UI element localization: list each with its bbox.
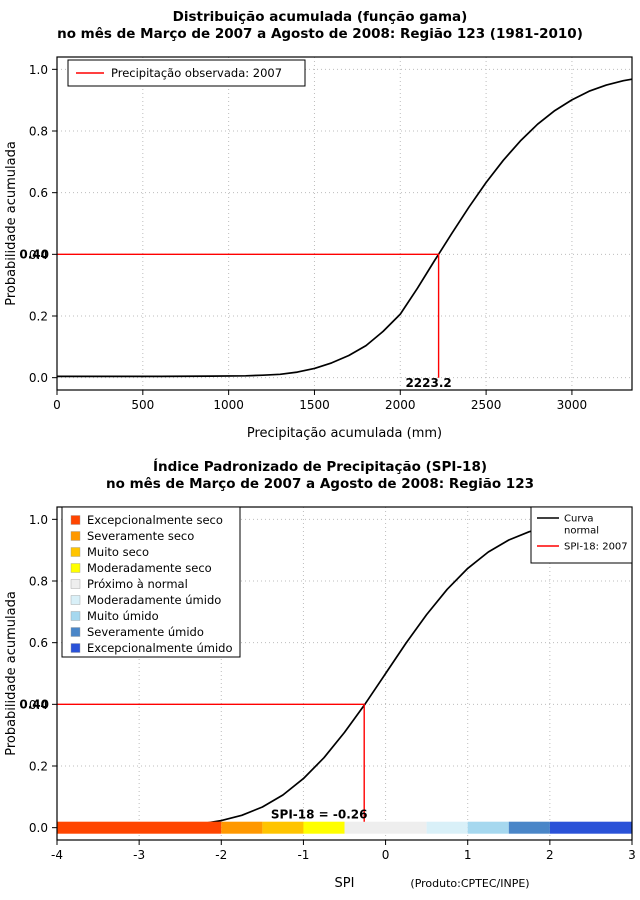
marker-probability-label: 0.40	[19, 247, 49, 261]
x-axis: -4 -3 -2 -1 0 1 2 3	[51, 840, 636, 862]
legend-label: SPI-18: 2007	[564, 542, 628, 553]
marker-spi-label: SPI-18 = -0.26	[271, 808, 368, 822]
colorbar-segment	[467, 821, 509, 834]
x-tick-label: 1000	[213, 398, 244, 412]
chart-title: Índice Padronizado de Precipitação (SPI-…	[0, 459, 640, 493]
spi-index-chart: Índice Padronizado de Precipitação (SPI-…	[0, 450, 640, 900]
legend-label: Excepcionalmente seco	[87, 513, 223, 527]
legend-label: Moderadamente seco	[87, 561, 212, 575]
y-tick-label: 0.8	[29, 125, 48, 139]
y-tick-label: 0.0	[29, 821, 48, 835]
observed-value-marker: 0.40 SPI-18 = -0.26	[19, 697, 368, 822]
x-tick-label: 0	[53, 398, 61, 412]
x-tick-label: 1	[464, 848, 472, 862]
legend-color-swatch	[70, 563, 81, 573]
y-axis: 0.0 0.2 0.4 0.6 0.8 1.0	[29, 513, 57, 835]
marker-precipitation-label: 2223.2	[405, 376, 451, 390]
colorbar-segment	[262, 821, 304, 834]
observed-value-marker: 0.40 2223.2	[19, 247, 451, 390]
gamma-distribution-plot: 0.40 2223.2 0 500 1000 1500 2000 2500 3000 0.0 0.2…	[4, 56, 633, 441]
x-tick-label: -1	[297, 848, 309, 862]
colorbar-segment	[549, 821, 632, 834]
legend-label: Moderadamente úmido	[87, 593, 221, 607]
spi-category-colorbar	[57, 821, 632, 834]
legend-spi-categories: Excepcionalmente seco Severamente seco Mui…	[61, 506, 241, 658]
x-tick-label: 2500	[471, 398, 502, 412]
y-tick-label: 0.2	[29, 760, 48, 774]
product-credit: (Produto:CPTEC/INPE)	[410, 877, 529, 890]
x-tick-label: 0	[382, 848, 390, 862]
y-tick-label: 1.0	[29, 63, 48, 77]
colorbar-segment	[344, 821, 427, 834]
y-tick-label: 0.8	[29, 575, 48, 589]
marker-lines	[57, 703, 365, 822]
colorbar-segment	[221, 821, 263, 834]
plot-border	[56, 506, 633, 841]
x-tick-label: -4	[51, 848, 63, 862]
legend-color-swatch	[70, 643, 81, 653]
legend-label: Curva	[564, 514, 593, 525]
y-axis-label: Probabilidade acumulada	[4, 591, 19, 756]
x-axis-label: Precipitação acumulada (mm)	[247, 426, 442, 441]
legend-color-swatch	[70, 627, 81, 637]
y-tick-label: 0.4	[29, 248, 48, 262]
legend-label: Severamente úmido	[87, 625, 204, 639]
legend-color-swatch	[70, 547, 81, 557]
x-tick-label: 3	[628, 848, 636, 862]
y-tick-label: 0.0	[29, 371, 48, 385]
legend-frame	[530, 506, 633, 564]
legend-label: Muito seco	[87, 545, 149, 559]
x-tick-label: 500	[131, 398, 154, 412]
legend-frame	[67, 59, 306, 87]
x-tick-label: 2000	[385, 398, 416, 412]
chart-title-line1: Índice Padronizado de Precipitação (SPI-…	[152, 459, 488, 475]
x-tick-label: 1500	[299, 398, 330, 412]
x-tick-label: 3000	[557, 398, 588, 412]
x-axis: 0 500 1000 1500 2000 2500 3000	[53, 390, 587, 412]
marker-probability-label: 0.40	[19, 697, 49, 711]
legend-frame	[61, 506, 241, 658]
x-tick-label: 2	[546, 848, 554, 862]
legend-label: Muito úmido	[87, 609, 159, 623]
colorbar-segment	[426, 821, 468, 834]
plot-border	[56, 56, 633, 391]
colorbar-segment	[57, 821, 222, 834]
gamma-cdf-curve	[57, 78, 633, 378]
y-tick-label: 0.6	[29, 636, 48, 650]
y-tick-label: 0.2	[29, 310, 48, 324]
legend-color-swatch	[70, 579, 81, 589]
legend-label: Próximo à normal	[87, 577, 188, 591]
gamma-distribution-chart: Distribuição acumulada (função gama) no …	[0, 9, 640, 441]
gridlines	[56, 57, 632, 390]
marker-lines	[57, 253, 440, 378]
x-axis-label: SPI	[335, 876, 355, 891]
legend-label: Precipitação observada: 2007	[111, 66, 282, 80]
x-tick-label: -3	[133, 848, 145, 862]
legend-color-swatch	[70, 595, 81, 605]
chart-title-line2: no mês de Março de 2007 a Agosto de 2008…	[57, 26, 583, 42]
legend-color-swatch	[70, 531, 81, 541]
legend-color-swatch	[70, 611, 81, 621]
legend-label: Severamente seco	[87, 529, 194, 543]
y-axis: 0.0 0.2 0.4 0.6 0.8 1.0	[29, 63, 57, 385]
y-axis-label: Probabilidade acumulada	[4, 141, 19, 306]
y-tick-label: 1.0	[29, 513, 48, 527]
chart-title: Distribuição acumulada (função gama) no …	[0, 9, 640, 43]
colorbar-segment	[303, 821, 345, 834]
y-tick-label: 0.4	[29, 698, 48, 712]
legend-label: normal	[564, 526, 599, 537]
y-tick-label: 0.6	[29, 186, 48, 200]
legend-observed: Precipitação observada: 2007	[67, 59, 306, 87]
chart-title-line2: no mês de Março de 2007 a Agosto de 2008…	[106, 476, 534, 492]
colorbar-segment	[508, 821, 550, 834]
chart-title-line1: Distribuição acumulada (função gama)	[172, 9, 468, 25]
x-tick-label: -2	[215, 848, 227, 862]
legend-label: Excepcionalmente úmido	[87, 641, 232, 655]
legend-color-swatch	[70, 515, 81, 525]
